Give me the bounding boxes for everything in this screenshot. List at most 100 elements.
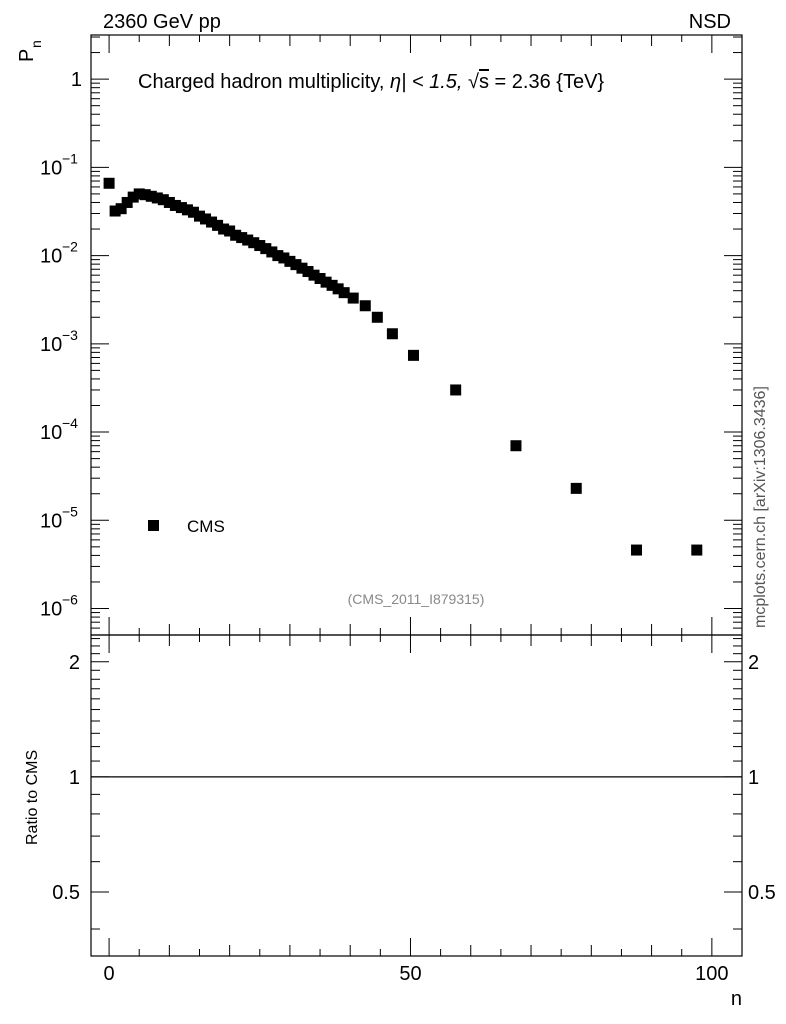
ratio-y-ticks [91,638,742,930]
data-point [230,229,242,241]
x-tick-label: 100 [695,963,728,985]
header-left-label: 2360 GeV pp [103,11,221,33]
y-tick-label-exponent: −6 [62,592,78,608]
x-tick-label: 50 [399,963,421,985]
ratio-y-tick-labels: 0.5 0.5 1 1 2 2 [52,652,776,904]
data-point [631,544,643,556]
y-tick-label: 10 [40,246,62,268]
data-point [691,544,703,556]
data-point [296,262,308,274]
y-tick-label-exponent: −1 [62,150,78,166]
data-point [248,237,260,249]
y-tick-label: 10 [40,422,62,444]
ratio-y-tick-label-right: 1 [748,767,759,789]
ratio-y-tick-label: 1 [69,767,80,789]
data-point [260,243,272,255]
data-point [302,266,314,278]
data-point [157,194,169,206]
data-point [407,349,419,361]
data-point [121,196,133,208]
data-point [272,250,284,262]
data-point [266,246,278,258]
ratio-y-tick-label: 2 [69,652,80,674]
legend: CMS [148,517,225,536]
ratio-y-tick-label: 0.5 [52,882,80,904]
y-tick-label: 10 [40,599,62,621]
y-tick-label-exponent: −2 [62,239,78,255]
data-point [115,203,127,215]
ratio-y-axis-label: Ratio to CMS [24,750,41,845]
chart-title: Charged hadron multiplicity, η| < 1.5, √… [138,71,604,93]
y-tick-label: 10 [40,510,62,532]
data-point [284,255,296,267]
y-axis-label: P n [16,40,44,62]
watermark: mcplots.cern.ch [arXiv:1306.3436] [752,386,769,628]
ratio-frame [90,634,743,957]
title-sqrt: √ [468,71,479,93]
data-point [320,276,332,288]
data-point [139,189,151,201]
main-frame [90,34,743,636]
ratio-y-tick-label-right: 0.5 [748,882,776,904]
data-point [103,177,115,189]
data-point [326,279,338,291]
y-axis-label-main: P [16,49,38,62]
data-point [145,190,157,202]
x-tick-labels: 0 50 100 [104,963,729,985]
data-point [236,232,248,244]
data-point [278,252,290,264]
legend-label: CMS [187,517,225,536]
data-point [133,188,145,200]
x-tick-label: 0 [104,963,115,985]
x-axis-label: n [731,988,742,1010]
ratio-x-ticks [108,635,743,956]
y-tick-label-exponent: −4 [62,415,78,431]
main-x-ticks [108,35,743,635]
data-point [242,234,254,246]
data-points [103,177,703,556]
legend-marker [148,520,159,531]
title-main: Charged hadron multiplicity, [138,71,390,93]
data-point [359,300,371,312]
data-point [386,328,398,340]
y-tick-label: 10 [40,334,62,356]
data-point [338,287,350,299]
data-point [254,240,266,252]
y-tick-label-exponent: −3 [62,327,78,343]
data-point [450,384,462,396]
data-point [181,204,193,216]
data-point [109,205,121,217]
data-point [151,192,163,204]
y-tick-label: 1 [71,69,82,91]
title-rest: = 2.36 {TeV} [489,71,604,93]
data-point [187,206,199,218]
main-y-tick-labels: 110−110−210−310−410−510−6 [40,69,82,620]
data-point [332,283,344,295]
main-panel: P n Charged hadron multiplicity, η| < 1.… [16,34,743,636]
y-tick-label: 10 [40,157,62,179]
data-point [169,199,181,211]
data-point [127,191,139,203]
data-point [200,213,212,225]
ratio-panel: 0.5 0.5 1 1 2 2 Ratio to CMS 0 50 100 n [24,634,776,1010]
data-point [570,482,582,494]
data-point [175,202,187,214]
data-point [194,210,205,222]
y-axis-label-sub: n [28,40,44,48]
data-point [290,259,302,271]
data-point [510,440,522,452]
data-point [218,223,230,235]
main-y-ticks [91,36,742,629]
data-point [308,269,320,281]
data-point [163,196,175,208]
header-right-label: NSD [689,11,731,33]
data-point [224,225,236,237]
data-point [206,216,218,228]
y-tick-label-exponent: −5 [62,503,78,519]
title-eta: η| < 1.5, [390,71,468,93]
title-sqrt-arg: s [479,71,489,93]
data-point [371,311,383,323]
analysis-id: (CMS_2011_I879315) [348,591,485,607]
data-point [347,292,359,304]
